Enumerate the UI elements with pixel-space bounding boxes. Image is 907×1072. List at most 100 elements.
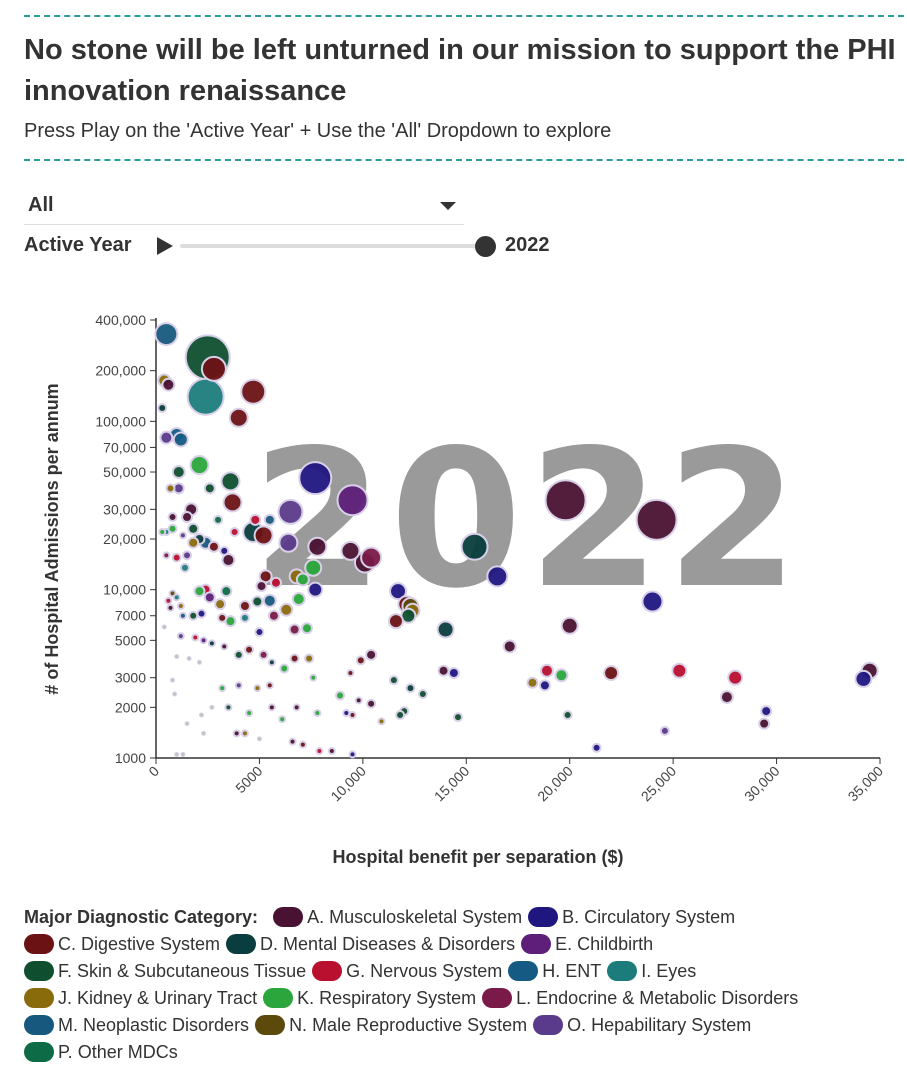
bubble-point (240, 729, 249, 738)
legend-item[interactable]: M. Neoplastic Disorders (24, 1012, 249, 1039)
bubble-point (186, 377, 225, 416)
dropdown-selected-value: All (28, 194, 54, 216)
bubble-point (267, 609, 280, 622)
bubble-point (253, 525, 274, 546)
bubble-point (486, 565, 509, 588)
bubble-point (279, 663, 290, 674)
legend-item[interactable]: D. Mental Diseases & Disorders (226, 931, 515, 958)
legend-swatch (607, 961, 638, 981)
legend-title: Major Diagnostic Category: (24, 907, 259, 927)
legend-swatch (482, 988, 513, 1008)
bubble-point (254, 627, 265, 638)
bubble-point (176, 632, 185, 641)
legend-item[interactable]: H. ENT (508, 958, 601, 985)
bubble-point (203, 591, 216, 604)
legend-item[interactable]: J. Kidney & Urinary Tract (24, 985, 257, 1012)
bubble-point (453, 712, 464, 723)
legend-item[interactable]: O. Hepabilitary System (533, 1012, 751, 1039)
legend-swatch (24, 1015, 54, 1035)
legend-item[interactable]: A. Musculoskeletal System (273, 904, 522, 931)
bubble-point (315, 747, 324, 756)
legend-swatch (263, 988, 294, 1008)
bubble-point (167, 512, 178, 523)
legend-item[interactable]: B. Circulatory System (528, 904, 735, 931)
bubble-point (659, 725, 670, 736)
year-watermark: 2022 (252, 409, 805, 630)
legend-label: I. Eyes (641, 961, 697, 981)
year-slider-handle[interactable] (475, 236, 496, 257)
legend-swatch (312, 961, 343, 981)
bubble-point (437, 664, 450, 677)
bubble-point (854, 669, 873, 688)
category-dropdown[interactable]: All (24, 188, 464, 225)
x-tick-label: 30,000 (741, 763, 783, 805)
legend-item[interactable]: K. Respiratory System (263, 985, 476, 1012)
bubble-point (301, 622, 314, 635)
bubble-point (336, 484, 369, 517)
bubble-point (240, 378, 267, 405)
bubble-point (298, 740, 307, 749)
active-year-label: Active Year (24, 234, 132, 256)
bubble-point (188, 610, 199, 621)
y-tick-label: 5000 (115, 632, 146, 648)
y-axis-label: # of Hospital Admissions per annum (42, 383, 62, 694)
bubble-point (174, 654, 180, 660)
y-tick-label: 2000 (115, 699, 146, 715)
bubble-point (267, 703, 276, 712)
bubble-point (178, 611, 187, 620)
legend-label: G. Nervous System (346, 961, 503, 981)
page-subtitle: Press Play on the 'Active Year' + Use th… (24, 120, 612, 142)
bubble-point (219, 545, 230, 556)
bubble-point (289, 653, 300, 664)
bubble-point (171, 552, 182, 563)
legend-swatch (24, 934, 54, 954)
bubble-point (199, 712, 205, 718)
play-icon[interactable] (157, 237, 173, 255)
bubble-point (213, 514, 224, 525)
bubble-point (157, 403, 168, 414)
bubble-chart: 2022 1000 2000 3000 5000 7000 10,000 20,000 30,0… (42, 312, 886, 867)
y-tick-label: 3000 (115, 670, 146, 686)
x-tick-label: 5000 (232, 763, 265, 796)
bubble-point (346, 668, 355, 677)
y-tick-label: 70,000 (103, 439, 146, 455)
bubble-point (727, 669, 744, 686)
bubble-point (199, 636, 208, 645)
year-slider-track[interactable] (180, 244, 485, 248)
legend-item[interactable]: N. Male Reproductive System (255, 1012, 527, 1039)
legend-swatch (533, 1015, 564, 1035)
bubble-point (255, 580, 268, 593)
legend-item[interactable]: L. Endocrine & Metabolic Disorders (482, 985, 798, 1012)
bubble-point (187, 522, 200, 535)
bubble-point (278, 715, 287, 724)
legend-item[interactable]: C. Digestive System (24, 931, 220, 958)
bubble-point (278, 532, 299, 553)
y-tick-label: 400,000 (95, 312, 146, 328)
bubble-point (170, 677, 176, 683)
legend-item[interactable]: P. Other MDCs (24, 1039, 178, 1066)
bubble-point (538, 679, 551, 692)
legend-label: B. Circulatory System (562, 907, 736, 927)
legend-item[interactable]: F. Skin & Subcutaneous Tissue (24, 958, 306, 985)
bubble-point (218, 684, 227, 693)
bubble-point (360, 546, 383, 569)
bubble-point (251, 595, 264, 608)
bubble-point (253, 684, 262, 693)
bubble-point (165, 483, 176, 494)
legend-item[interactable]: E. Childbirth (521, 931, 653, 958)
bubble-point (245, 709, 254, 718)
legend-swatch (521, 934, 552, 954)
legend-item[interactable]: G. Nervous System (312, 958, 502, 985)
bubble-point (635, 498, 678, 541)
bubble-point (174, 751, 180, 757)
bubble-point (436, 620, 455, 639)
bubble-point (176, 601, 185, 610)
bubble-point (591, 742, 602, 753)
bubble-point (269, 576, 282, 589)
bubble-point (760, 705, 773, 718)
bubble-point (228, 407, 249, 428)
legend-item[interactable]: I. Eyes (607, 958, 696, 985)
bubble-point (244, 644, 255, 655)
legend-swatch (508, 961, 539, 981)
bubble-point (502, 639, 517, 654)
